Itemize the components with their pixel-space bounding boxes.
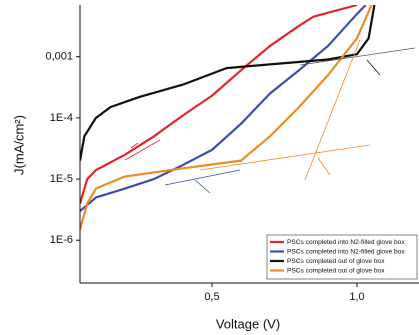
y-tick-label: 0,001 [45, 51, 73, 63]
plot-area [80, 5, 376, 230]
fit-line [304, 39, 361, 181]
legend-label: PSCs completed out of glove box [287, 258, 385, 265]
fit-line [164, 169, 241, 186]
fit-line [299, 47, 416, 66]
annotations [124, 39, 416, 194]
arrow [317, 157, 331, 176]
x-tick-label: 0,5 [204, 291, 219, 303]
legend-label: PSCs completed out of glove box [287, 267, 385, 274]
legend-box [266, 234, 418, 280]
y-tick-label: 1E-6 [50, 234, 73, 246]
series-line [80, 5, 376, 161]
x-tick-label: 1,0 [349, 291, 364, 303]
arrow [366, 59, 381, 76]
legend-label: PSCs completed into N2-filled glove box [287, 248, 405, 255]
fit-line [199, 144, 371, 171]
arrow [194, 179, 211, 194]
x-axis-label: Voltage (V) [216, 316, 280, 331]
fit-line [124, 139, 161, 161]
y-tick-label: 1E-5 [50, 173, 73, 185]
y-axis-label: J(mA/cm²) [11, 115, 26, 175]
legend-label: PSCs completed into N2-filled glove box [287, 239, 405, 246]
series-line [80, 5, 367, 212]
series-line [80, 5, 358, 204]
series-line [80, 5, 373, 230]
arrow [130, 142, 139, 149]
legend: PSCs completed into N2-filled glove box P… [266, 234, 418, 280]
y-tick-label: 1E-4 [50, 112, 73, 124]
